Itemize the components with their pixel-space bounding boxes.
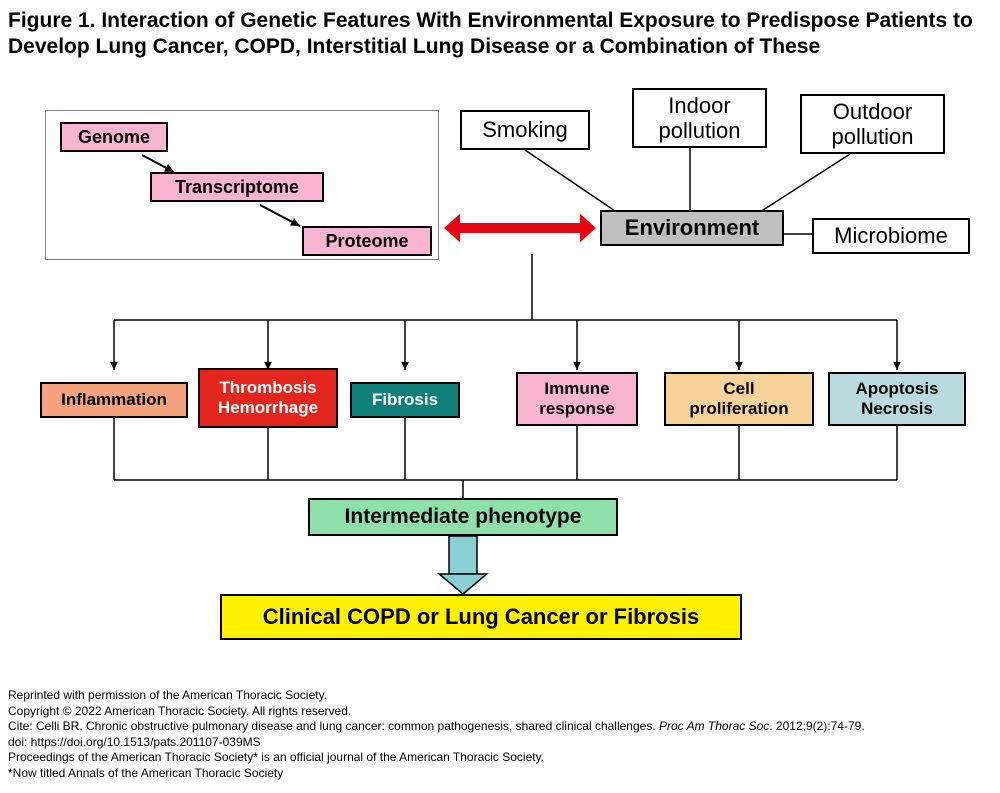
- credit-line: Copyright © 2022 American Thoracic Socie…: [8, 704, 992, 720]
- node-cellprolif: Cell proliferation: [664, 372, 814, 426]
- node-transcriptome: Transcriptome: [150, 172, 324, 202]
- node-outdoor: Outdoor pollution: [800, 94, 945, 154]
- node-indoor: Indoor pollution: [632, 88, 767, 148]
- node-immune: Immune response: [516, 372, 638, 426]
- figure-stage: Figure 1. Interaction of Genetic Feature…: [0, 0, 1000, 793]
- node-microbiome: Microbiome: [812, 218, 970, 254]
- credit-line: doi: https://doi.org/10.1513/pats.201107…: [8, 735, 992, 751]
- credits-block: Reprinted with permission of the America…: [8, 688, 992, 782]
- credit-line: *Now titled Annals of the American Thora…: [8, 766, 992, 782]
- node-clinical: Clinical COPD or Lung Cancer or Fibrosis: [220, 594, 742, 640]
- node-apoptosis: Apoptosis Necrosis: [828, 372, 966, 426]
- node-environment: Environment: [600, 210, 784, 246]
- node-genome: Genome: [60, 122, 168, 152]
- node-proteome: Proteome: [302, 226, 432, 256]
- node-thrombosis: Thrombosis Hemorrhage: [198, 368, 338, 428]
- credit-line: Proceedings of the American Thoracic Soc…: [8, 750, 992, 766]
- node-fibrosis: Fibrosis: [350, 382, 460, 418]
- credit-line: Cite: Celli BR. Chronic obstructive pulm…: [8, 719, 992, 735]
- node-smoking: Smoking: [460, 110, 590, 150]
- node-intermediate: Intermediate phenotype: [308, 498, 618, 536]
- credit-line: Reprinted with permission of the America…: [8, 688, 992, 704]
- node-inflammation: Inflammation: [40, 382, 188, 418]
